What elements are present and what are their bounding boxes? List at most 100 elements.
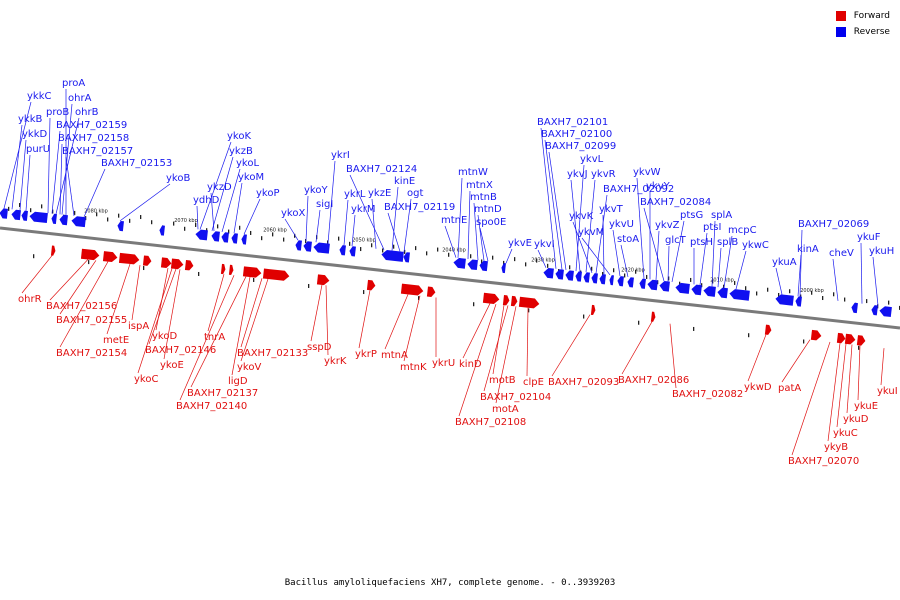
reverse-gene-arrow [627, 277, 634, 288]
reverse-gene-arrow [575, 271, 582, 282]
label-leader-line [671, 220, 685, 282]
label-leader-line [240, 278, 263, 348]
label-leader-line [403, 295, 421, 362]
gene-label: ykuI [877, 386, 898, 397]
minor-tick-mark [261, 236, 263, 241]
gene-label: BAXH7_02070 [788, 456, 859, 467]
minor-tick-mark [803, 339, 805, 344]
label-leader-line [462, 303, 491, 359]
gene-label: tnrA [204, 332, 225, 343]
minor-tick-mark [41, 204, 43, 209]
minor-tick-mark [308, 283, 310, 288]
reverse-gene-arrow [717, 287, 728, 299]
minor-tick-mark [723, 284, 725, 289]
gene-label: BAXH7_02108 [455, 417, 526, 428]
gene-label: splA [711, 210, 732, 221]
reverse-gene-arrow [775, 294, 794, 306]
gene-label: ispA [128, 321, 149, 332]
gene-label: BAXH7_02158 [58, 133, 129, 144]
label-leader-line [636, 177, 645, 279]
reverse-gene-arrow [599, 274, 606, 285]
label-leader-line [403, 198, 412, 252]
gene-label: ykwC [742, 240, 769, 251]
axis-tick-label: 2080 kbp [84, 208, 108, 214]
minor-tick-mark [756, 291, 758, 296]
reverse-gene-arrow [583, 272, 590, 283]
forward-gene-arrow [242, 266, 262, 278]
gene-label: BAXH7_02140 [176, 401, 247, 412]
label-leader-line [65, 156, 75, 216]
forward-gene-arrow [482, 292, 500, 304]
reverse-gene-arrow [729, 289, 750, 301]
gene-label: ykuH [869, 246, 894, 257]
reverse-gene-arrow [21, 210, 28, 221]
gene-label: mtnD [474, 204, 502, 215]
forward-gene-arrow [50, 245, 56, 256]
gene-label: cheV [829, 248, 854, 259]
gene-label: ykoB [166, 173, 190, 184]
gene-label: ykrM [351, 204, 375, 215]
gene-label: ykvW [633, 167, 661, 178]
gene-label: sigI [316, 199, 333, 210]
label-leader-line [391, 186, 399, 251]
forward-gene-arrow [426, 286, 436, 297]
minor-tick-mark [74, 210, 76, 215]
gene-label: ykrU [432, 358, 455, 369]
gene-label: motB [489, 375, 516, 386]
minor-tick-mark [591, 266, 593, 271]
label-leader-line [59, 260, 97, 315]
minor-tick-mark [514, 257, 516, 262]
gene-label: ykvM [578, 227, 604, 238]
label-leader-line [548, 151, 567, 271]
label-leader-line [243, 198, 261, 235]
gene-label: mcpC [728, 225, 757, 236]
minor-tick-mark [473, 302, 475, 307]
forward-gene-arrow [228, 264, 234, 275]
gene-label: BAXH7_02101 [537, 117, 608, 128]
label-leader-line [199, 141, 232, 230]
reverse-gene-arrow [609, 275, 614, 286]
forward-gene-arrow [650, 311, 656, 322]
label-leader-line [575, 164, 585, 272]
minor-tick-mark [338, 236, 340, 241]
minor-tick-mark [52, 209, 54, 214]
minor-tick-mark [635, 269, 637, 274]
minor-tick-mark [602, 272, 604, 277]
gene-label: motA [492, 404, 519, 415]
label-leader-line [544, 139, 563, 270]
minor-tick-mark [547, 263, 549, 268]
reverse-gene-arrow [295, 240, 302, 251]
forward-gene-arrow [810, 329, 822, 341]
minor-tick-mark [129, 218, 131, 223]
minor-tick-mark [140, 215, 142, 220]
gene-label: BAXH7_02082 [672, 389, 743, 400]
forward-gene-arrow [160, 257, 172, 268]
label-leader-line [327, 160, 336, 244]
gene-label: BAXH7_02155 [56, 315, 127, 326]
forward-swatch [835, 11, 846, 21]
label-leader-line [211, 156, 234, 231]
gene-label: ykvE [508, 238, 532, 249]
reverse-gene-arrow [543, 267, 554, 279]
label-leader-line [479, 227, 489, 262]
gene-label: BAXH7_02084 [640, 197, 711, 208]
minor-tick-mark [294, 233, 296, 238]
reverse-gene-arrow [691, 284, 702, 296]
minor-tick-mark [184, 226, 186, 231]
gene-label: metE [103, 335, 129, 346]
gene-label: ykuD [843, 414, 869, 425]
gene-label: BAXH7_02092 [603, 184, 674, 195]
gene-label: ykzB [229, 146, 253, 157]
minor-tick-mark [283, 237, 285, 242]
minor-tick-mark [470, 254, 472, 259]
minor-tick-mark [789, 289, 791, 294]
label-leader-line [880, 348, 885, 386]
minor-tick-mark [822, 296, 824, 301]
label-leader-line [221, 168, 241, 233]
label-leader-line [477, 214, 485, 261]
gene-label: ogt [407, 188, 423, 199]
minor-tick-mark [693, 326, 695, 331]
gene-label: patA [778, 383, 801, 394]
label-leader-line [349, 174, 385, 250]
gene-label: ykvT [599, 204, 624, 215]
